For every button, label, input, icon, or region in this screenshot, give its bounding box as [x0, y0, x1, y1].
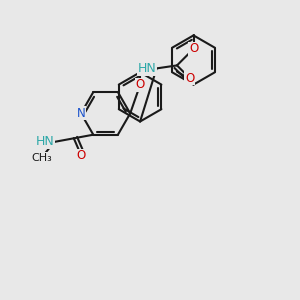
- Text: O: O: [77, 149, 86, 162]
- Text: O: O: [136, 78, 145, 92]
- Text: O: O: [185, 71, 194, 85]
- Text: CH₃: CH₃: [31, 152, 52, 163]
- Text: HN: HN: [35, 135, 54, 148]
- Text: HN: HN: [138, 62, 157, 75]
- Text: O: O: [189, 42, 198, 56]
- Text: N: N: [76, 107, 85, 120]
